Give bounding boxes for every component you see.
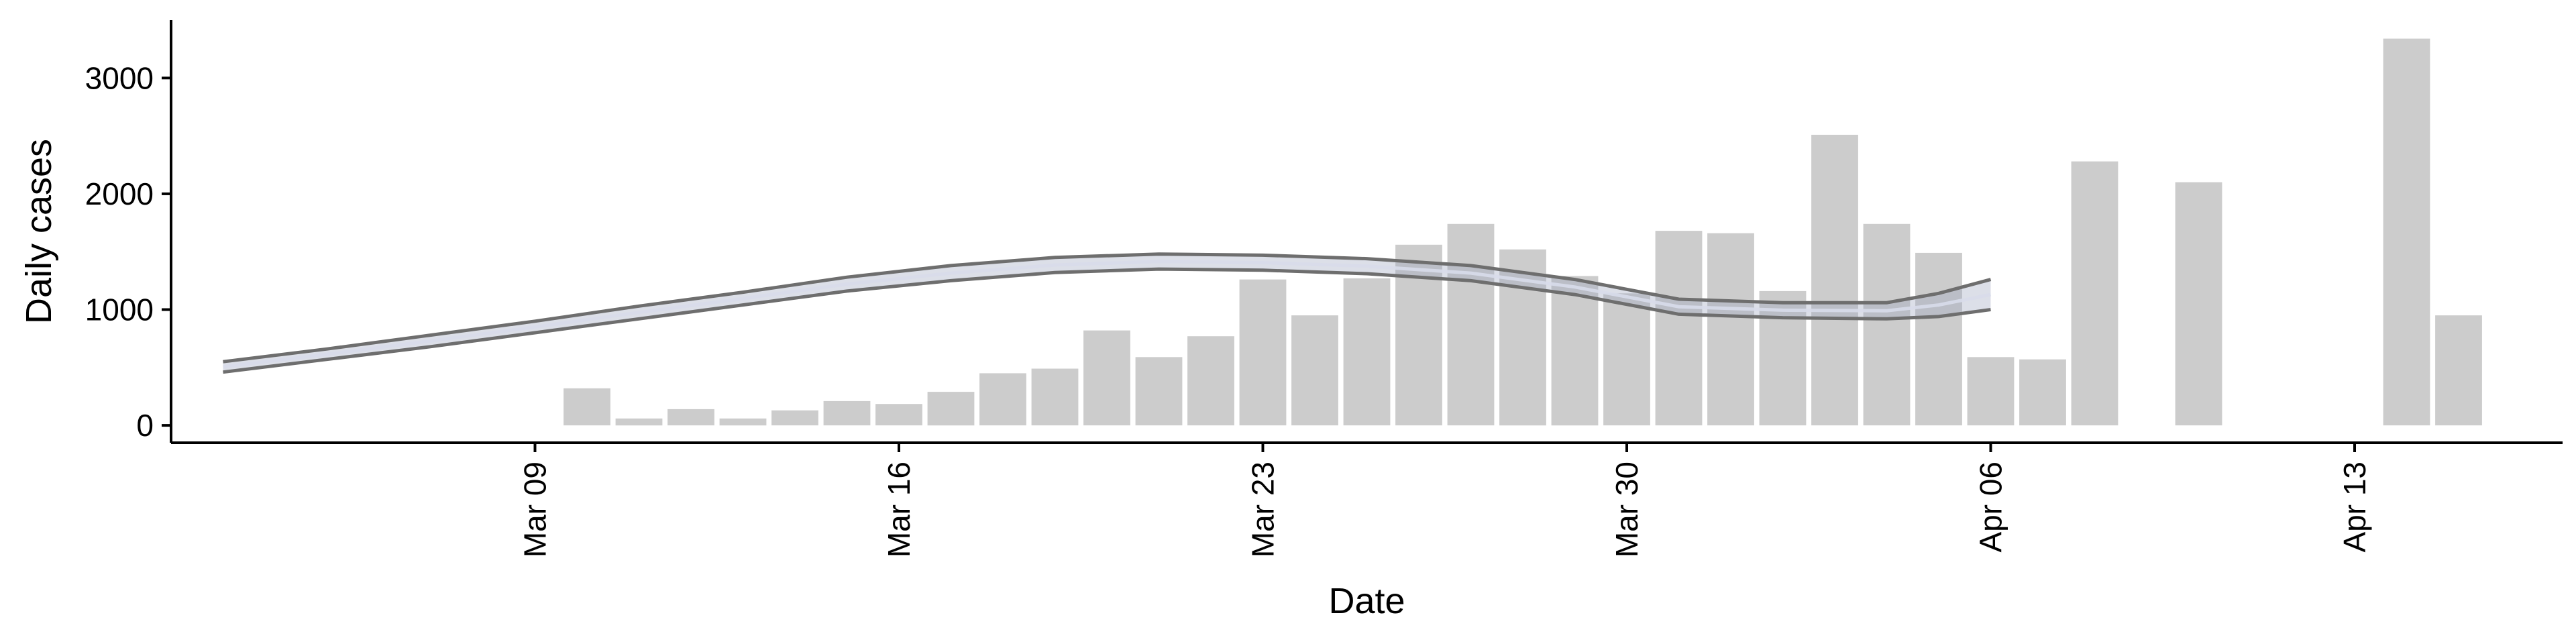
- x-tick-label: Apr 13: [2337, 462, 2372, 553]
- bar-2020-03-24: [1291, 315, 1338, 426]
- bar-2020-04-15: [2435, 315, 2482, 426]
- bar-2020-03-13: [719, 418, 767, 426]
- bar-2020-03-15: [823, 400, 871, 426]
- trend-series: [223, 252, 1992, 374]
- y-tick-label: 3000: [85, 60, 154, 95]
- y-axis-title: Daily cases: [19, 139, 59, 324]
- bar-2020-03-18: [979, 373, 1026, 426]
- x-tick-label: Mar 16: [881, 462, 916, 557]
- bar-2020-03-22: [1187, 336, 1234, 426]
- bar-series: [564, 38, 2482, 426]
- bar-2020-04-03: [1811, 134, 1858, 426]
- x-tick-label: Apr 06: [1974, 462, 2008, 553]
- bar-2020-03-16: [875, 404, 922, 426]
- x-tick-label: Mar 09: [518, 462, 553, 557]
- bar-2020-03-21: [1135, 357, 1183, 426]
- bar-2020-03-10: [564, 388, 610, 426]
- y-tick-label: 2000: [85, 176, 154, 211]
- bar-2020-03-17: [927, 392, 975, 426]
- bar-2020-04-14: [2383, 38, 2430, 426]
- bar-2020-03-11: [615, 418, 663, 426]
- bar-2020-03-14: [771, 410, 818, 426]
- bar-2020-03-27: [1447, 223, 1495, 426]
- trend-upper-line: [223, 252, 1992, 364]
- x-tick-label: Mar 23: [1246, 462, 1281, 557]
- bar-2020-04-01: [1707, 233, 1754, 426]
- y-tick-label: 1000: [85, 292, 154, 327]
- bar-2020-03-29: [1551, 276, 1599, 426]
- x-tick-label: Mar 30: [1609, 462, 1644, 557]
- bar-2020-03-19: [1031, 368, 1079, 426]
- bar-2020-03-20: [1083, 330, 1130, 426]
- y-tick-label: 0: [136, 408, 154, 443]
- bar-2020-03-30: [1603, 293, 1650, 426]
- x-axis-ticks: Mar 09 Mar 16 Mar 23 Mar 30 Apr 06 Apr 13: [518, 443, 2372, 557]
- bar-2020-04-06: [1967, 357, 2015, 426]
- y-axis-ticks: 0 1000 2000 3000: [85, 60, 171, 443]
- bar-2020-03-25: [1343, 278, 1391, 426]
- axes: [170, 20, 2563, 444]
- bar-2020-03-31: [1655, 231, 1703, 426]
- trend-center-line: [223, 260, 1991, 369]
- bar-2020-04-10: [2175, 182, 2222, 426]
- bar-2020-04-07: [2019, 359, 2066, 426]
- x-axis-title: Date: [1328, 581, 1405, 621]
- trend-lower-line: [223, 267, 1991, 374]
- bar-2020-03-23: [1239, 279, 1287, 426]
- bar-2020-04-08: [2071, 161, 2118, 426]
- bar-2020-04-04: [1863, 223, 1911, 426]
- bar-2020-03-12: [667, 409, 714, 426]
- bar-2020-04-02: [1759, 290, 1807, 426]
- bar-2020-04-05: [1915, 252, 1962, 426]
